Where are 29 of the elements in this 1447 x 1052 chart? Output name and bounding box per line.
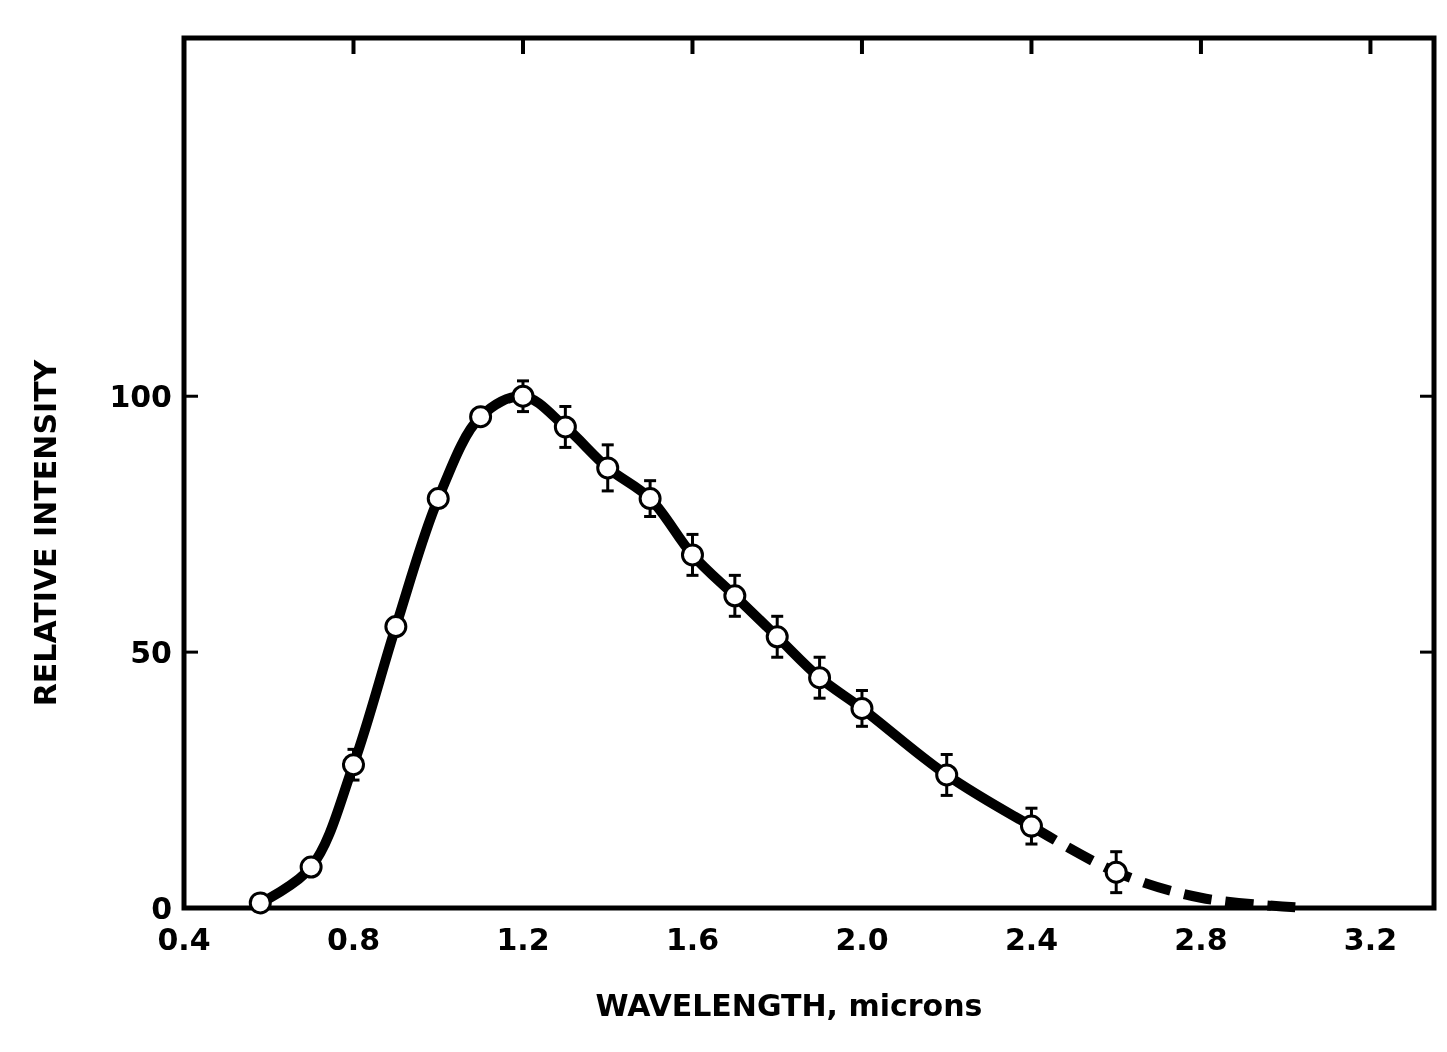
point — [765, 625, 789, 649]
x-tick-label: 2.4 — [1004, 922, 1059, 957]
point — [1104, 860, 1128, 884]
x-tick-label: 1.2 — [496, 922, 550, 957]
x-tick-label: 2.8 — [1174, 922, 1228, 957]
x-tick-label: 3.2 — [1343, 922, 1398, 957]
x-tick-label: 0.8 — [326, 922, 381, 957]
point — [341, 753, 365, 777]
y-tick-label: 50 — [130, 635, 172, 671]
x-tick-label: 2.0 — [835, 922, 889, 957]
point — [553, 415, 577, 439]
y-tick-label: 100 — [109, 379, 172, 415]
y-axis-title: RELATIVE INTENSITY — [28, 358, 63, 707]
x-tick-label: 1.6 — [665, 922, 720, 957]
point — [638, 487, 662, 511]
point — [384, 615, 408, 639]
x-axis-title: WAVELENGTH, microns — [595, 988, 983, 1023]
point — [680, 543, 704, 567]
point — [808, 666, 832, 690]
point — [850, 696, 874, 720]
point — [596, 456, 620, 480]
point — [935, 763, 959, 787]
point — [248, 891, 272, 915]
point — [426, 487, 450, 511]
point — [723, 584, 747, 608]
point — [1019, 814, 1043, 838]
point — [299, 855, 323, 879]
point — [469, 405, 493, 429]
point — [511, 384, 535, 408]
